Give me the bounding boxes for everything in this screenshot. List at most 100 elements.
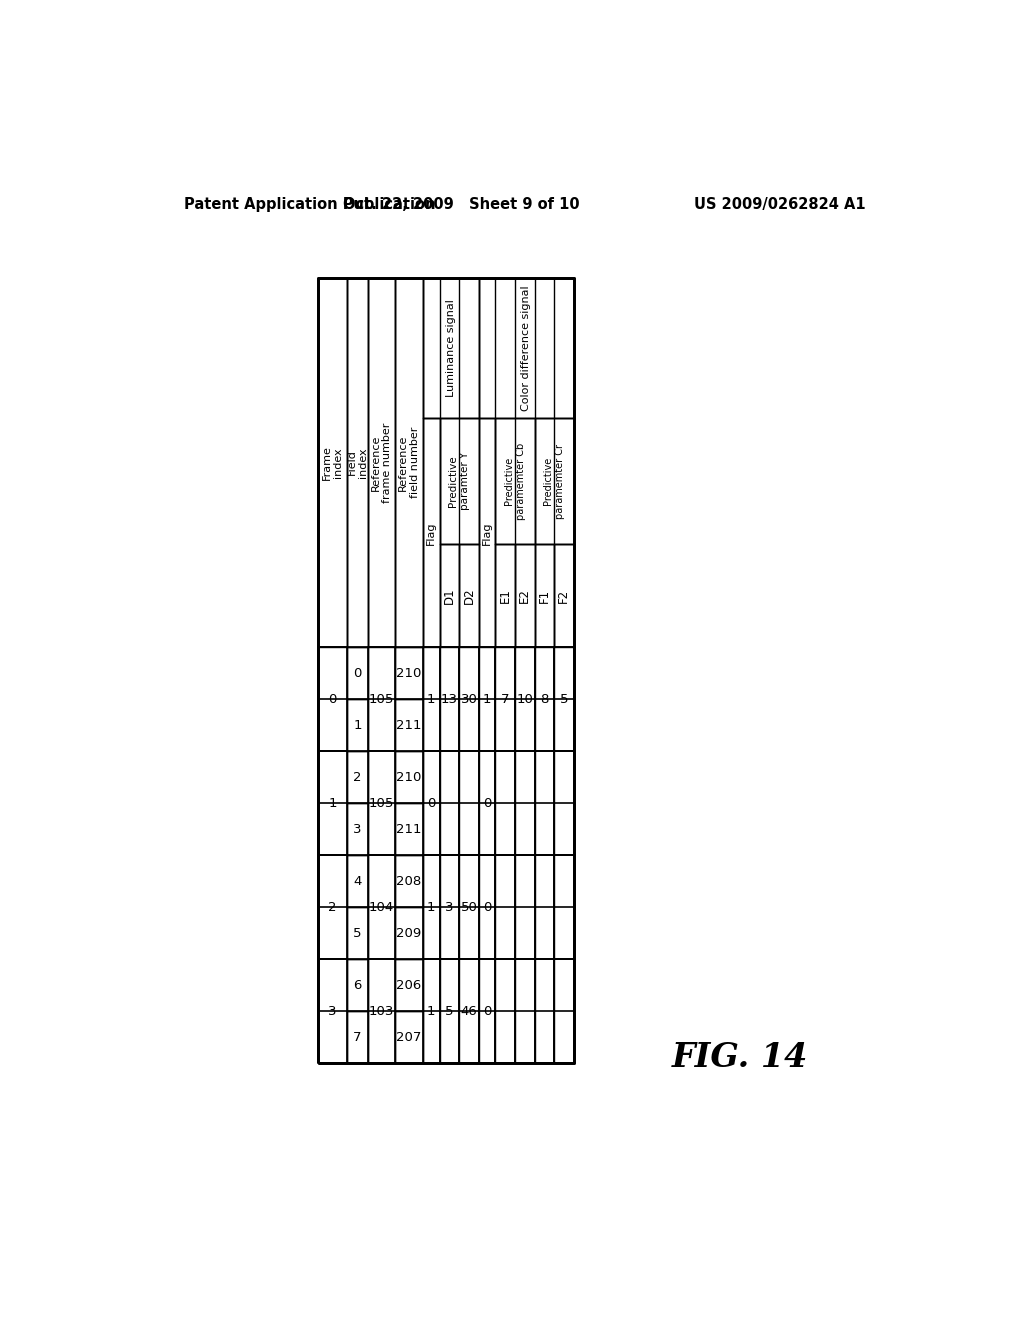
Text: Reference
frame number: Reference frame number (371, 422, 392, 503)
Bar (535, 418, 573, 544)
Text: D1: D1 (442, 587, 456, 605)
Bar (535, 751, 554, 855)
Text: 50: 50 (461, 900, 477, 913)
Bar (496, 960, 515, 1063)
Bar (347, 751, 369, 804)
Text: 210: 210 (396, 667, 422, 680)
Bar (459, 751, 478, 855)
Text: 5: 5 (445, 1005, 454, 1018)
Bar (369, 277, 395, 647)
Text: Predictive
paramemter Cr: Predictive paramemter Cr (544, 444, 565, 519)
Text: E1: E1 (499, 589, 512, 603)
Bar (515, 647, 535, 751)
Bar (423, 418, 439, 647)
Bar (439, 544, 459, 647)
Bar (459, 855, 478, 960)
Bar (459, 960, 478, 1063)
Text: 46: 46 (461, 1005, 477, 1018)
Bar (317, 647, 347, 751)
Bar (423, 855, 439, 960)
Text: Predictive
paramter Y: Predictive paramter Y (449, 451, 470, 510)
Bar (478, 647, 496, 751)
Bar (347, 700, 369, 751)
Bar (395, 277, 423, 647)
Bar (515, 960, 535, 1063)
Text: 0: 0 (483, 900, 492, 913)
Bar (347, 907, 369, 960)
Bar (439, 960, 459, 1063)
Bar (395, 751, 423, 804)
Bar (478, 855, 496, 960)
Bar (347, 855, 369, 907)
Text: 104: 104 (369, 900, 394, 913)
Text: Flag: Flag (426, 521, 436, 545)
Text: E2: E2 (518, 589, 531, 603)
Text: 0: 0 (483, 797, 492, 809)
Bar (515, 544, 535, 647)
Bar (347, 277, 369, 647)
Text: Color difference signal: Color difference signal (521, 285, 531, 411)
Text: 207: 207 (396, 1031, 422, 1044)
Text: Flag: Flag (482, 521, 493, 545)
Bar (554, 647, 573, 751)
Bar (554, 960, 573, 1063)
Text: Luminance signal: Luminance signal (445, 300, 456, 397)
Bar (535, 960, 554, 1063)
Bar (496, 647, 515, 751)
Text: 1: 1 (427, 693, 435, 706)
Text: Reference
field number: Reference field number (398, 426, 420, 498)
Bar (478, 418, 496, 647)
Text: 2: 2 (353, 771, 361, 784)
Text: 105: 105 (369, 693, 394, 706)
Text: 1: 1 (427, 1005, 435, 1018)
Text: 5: 5 (353, 927, 361, 940)
Bar (535, 647, 554, 751)
Text: 1: 1 (328, 797, 337, 809)
Bar (317, 277, 347, 647)
Text: 8: 8 (540, 693, 549, 706)
Bar (439, 647, 459, 751)
Bar (515, 751, 535, 855)
Bar (395, 855, 423, 907)
Text: 3: 3 (353, 822, 361, 836)
Text: 209: 209 (396, 927, 422, 940)
Bar (347, 1011, 369, 1063)
Text: 7: 7 (501, 693, 510, 706)
Text: Frame
index: Frame index (322, 445, 343, 480)
Bar (554, 544, 573, 647)
Bar (395, 700, 423, 751)
Text: 7: 7 (353, 1031, 361, 1044)
Bar (395, 647, 423, 700)
Bar (439, 751, 459, 855)
Bar (535, 544, 554, 647)
Bar (496, 751, 515, 855)
Text: 3: 3 (445, 900, 454, 913)
Text: D2: D2 (463, 587, 475, 605)
Text: FIG. 14: FIG. 14 (672, 1041, 808, 1074)
Text: Predictive
paramemter Cb: Predictive paramemter Cb (504, 442, 525, 520)
Bar (423, 751, 439, 855)
Bar (459, 647, 478, 751)
Bar (369, 960, 395, 1063)
Bar (478, 277, 573, 418)
Text: 0: 0 (329, 693, 337, 706)
Bar (423, 277, 478, 418)
Text: 5: 5 (559, 693, 568, 706)
Bar (317, 751, 347, 855)
Text: 0: 0 (353, 667, 361, 680)
Bar (496, 544, 515, 647)
Text: 1: 1 (427, 900, 435, 913)
Bar (423, 647, 439, 751)
Text: Patent Application Publication: Patent Application Publication (183, 197, 435, 213)
Bar (459, 544, 478, 647)
Bar (496, 855, 515, 960)
Text: 103: 103 (369, 1005, 394, 1018)
Bar (395, 907, 423, 960)
Bar (535, 855, 554, 960)
Bar (395, 1011, 423, 1063)
Bar (369, 647, 395, 751)
Bar (347, 960, 369, 1011)
Bar (515, 855, 535, 960)
Bar (369, 751, 395, 855)
Text: 1: 1 (483, 693, 492, 706)
